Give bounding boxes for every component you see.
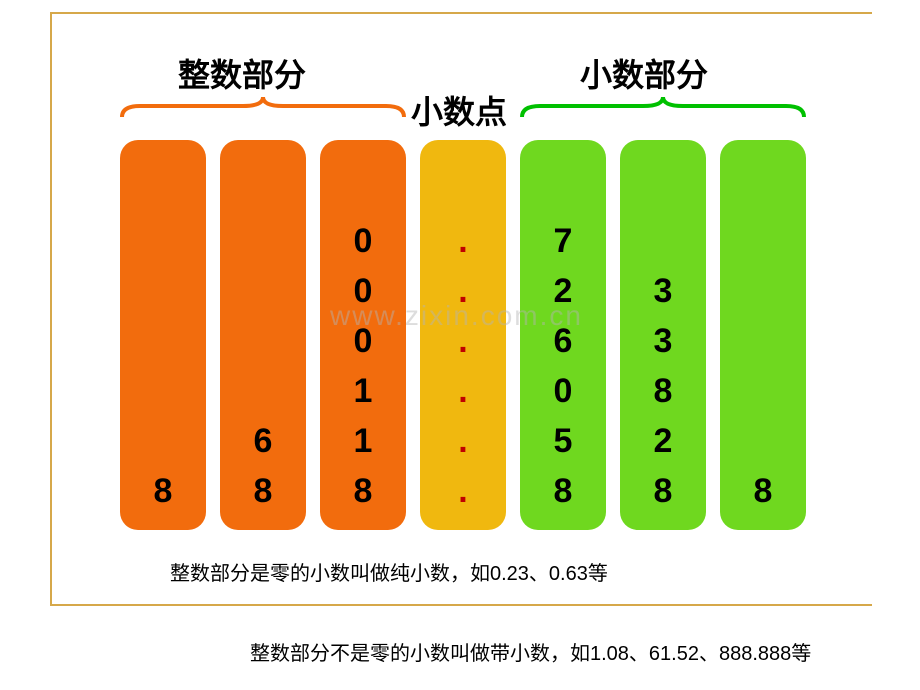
cell-4-5: 8 xyxy=(554,466,573,516)
cell-0-0: 8 xyxy=(154,466,173,516)
cell-5-1: 3 xyxy=(654,316,673,366)
columns-container: 868000118......726058338288 xyxy=(120,140,810,530)
cell-5-4: 8 xyxy=(654,466,673,516)
cell-5-2: 8 xyxy=(654,366,673,416)
footer-mixed-decimal: 整数部分不是零的小数叫做带小数，如1.08、61.52、888.888等 xyxy=(250,637,811,666)
column-5: 33828 xyxy=(620,140,706,530)
cell-4-2: 6 xyxy=(554,316,573,366)
column-3: ...... xyxy=(420,140,506,530)
cell-4-1: 2 xyxy=(554,266,573,316)
cell-2-3: 1 xyxy=(354,366,373,416)
cell-4-4: 5 xyxy=(554,416,573,466)
cell-2-0: 0 xyxy=(354,216,373,266)
label-decimal-point: 小数点 xyxy=(411,87,507,133)
column-2: 000118 xyxy=(320,140,406,530)
cell-6-0: 8 xyxy=(754,466,773,516)
footer-pure-decimal: 整数部分是零的小数叫做纯小数，如0.23、0.63等 xyxy=(170,557,608,586)
cell-2-4: 1 xyxy=(354,416,373,466)
cell-5-3: 2 xyxy=(654,416,673,466)
column-0: 8 xyxy=(120,140,206,530)
cell-3-1: . xyxy=(458,266,467,316)
column-6: 8 xyxy=(720,140,806,530)
column-1: 68 xyxy=(220,140,306,530)
brace-fraction xyxy=(520,95,806,119)
cell-1-1: 8 xyxy=(254,466,273,516)
brace-integer xyxy=(120,95,406,119)
cell-4-3: 0 xyxy=(554,366,573,416)
divider xyxy=(50,604,872,606)
cell-3-4: . xyxy=(458,416,467,466)
cell-1-0: 6 xyxy=(254,416,273,466)
label-integer-part: 整数部分 xyxy=(178,50,306,96)
column-4: 726058 xyxy=(520,140,606,530)
label-fraction-part: 小数部分 xyxy=(580,50,708,96)
cell-3-0: . xyxy=(458,216,467,266)
cell-5-0: 3 xyxy=(654,266,673,316)
cell-3-3: . xyxy=(458,366,467,416)
cell-3-5: . xyxy=(458,466,467,516)
cell-4-0: 7 xyxy=(554,216,573,266)
cell-3-2: . xyxy=(458,316,467,366)
cell-2-5: 8 xyxy=(354,466,373,516)
cell-2-1: 0 xyxy=(354,266,373,316)
cell-2-2: 0 xyxy=(354,316,373,366)
